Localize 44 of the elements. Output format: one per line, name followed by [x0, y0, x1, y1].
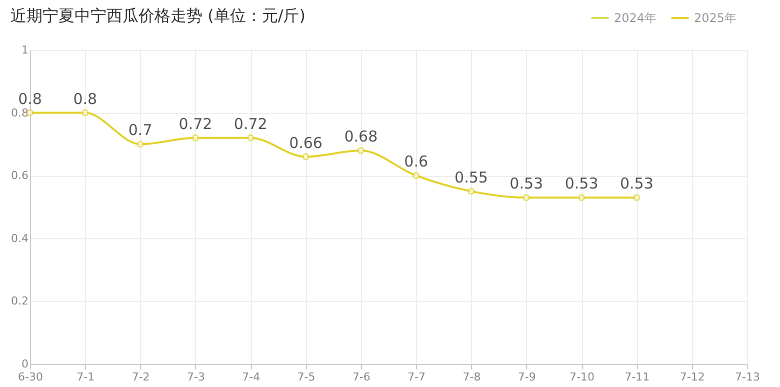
data-label: 0.72	[178, 114, 212, 133]
legend-label: 2025年	[694, 11, 737, 25]
point	[192, 134, 199, 142]
y-tick-label: 1	[22, 44, 28, 56]
point	[136, 140, 144, 148]
data-label: 0.55	[454, 168, 488, 186]
point	[302, 153, 310, 160]
y-tick-label: 0.4	[11, 232, 28, 245]
point	[468, 188, 475, 195]
point	[82, 109, 89, 116]
point	[412, 172, 420, 180]
data-label: 0.68	[344, 127, 378, 146]
x-tick-label: 7-6	[352, 370, 370, 384]
x-tick-label: 7-3	[186, 370, 205, 384]
point	[633, 194, 640, 202]
point	[247, 134, 254, 142]
x-tick-label: 7-1	[76, 370, 95, 384]
data-label: 0.6	[404, 152, 428, 171]
x-tick-label: 7-12	[680, 370, 705, 384]
data-label: 0.53	[510, 174, 544, 193]
x-tick-label: 7-5	[297, 370, 316, 384]
x-tick-label: 7-11	[624, 370, 650, 384]
x-tick-label: 7-8	[462, 370, 481, 384]
x-tick-label: 6-30	[18, 370, 43, 384]
data-label: 0.8	[73, 90, 98, 108]
x-tick-label: 7-7	[408, 370, 426, 384]
data-label: 0.72	[234, 114, 268, 133]
y-tick-label: 0	[22, 358, 28, 370]
legend-label: 2024年	[614, 11, 657, 25]
x-tick-label: 7-10	[570, 370, 595, 384]
chart-title: 近期宁夏中宁西瓜价格走势 (单位：元/斤)	[10, 6, 306, 25]
data-label: 0.7	[128, 121, 152, 140]
x-tick-label: 7-2	[132, 370, 150, 384]
point	[578, 194, 586, 202]
data-label: 0.53	[620, 174, 654, 193]
data-label: 0.66	[289, 134, 322, 152]
x-tick-label: 7-4	[242, 370, 260, 384]
point	[522, 194, 530, 202]
y-tick-label: 0.2	[11, 294, 28, 308]
data-label: 0.53	[564, 174, 598, 193]
point	[357, 146, 364, 154]
x-tick-label: 7-13	[735, 370, 760, 384]
y-tick-label: 0.6	[11, 169, 28, 182]
x-tick-label: 7-9	[518, 370, 536, 384]
